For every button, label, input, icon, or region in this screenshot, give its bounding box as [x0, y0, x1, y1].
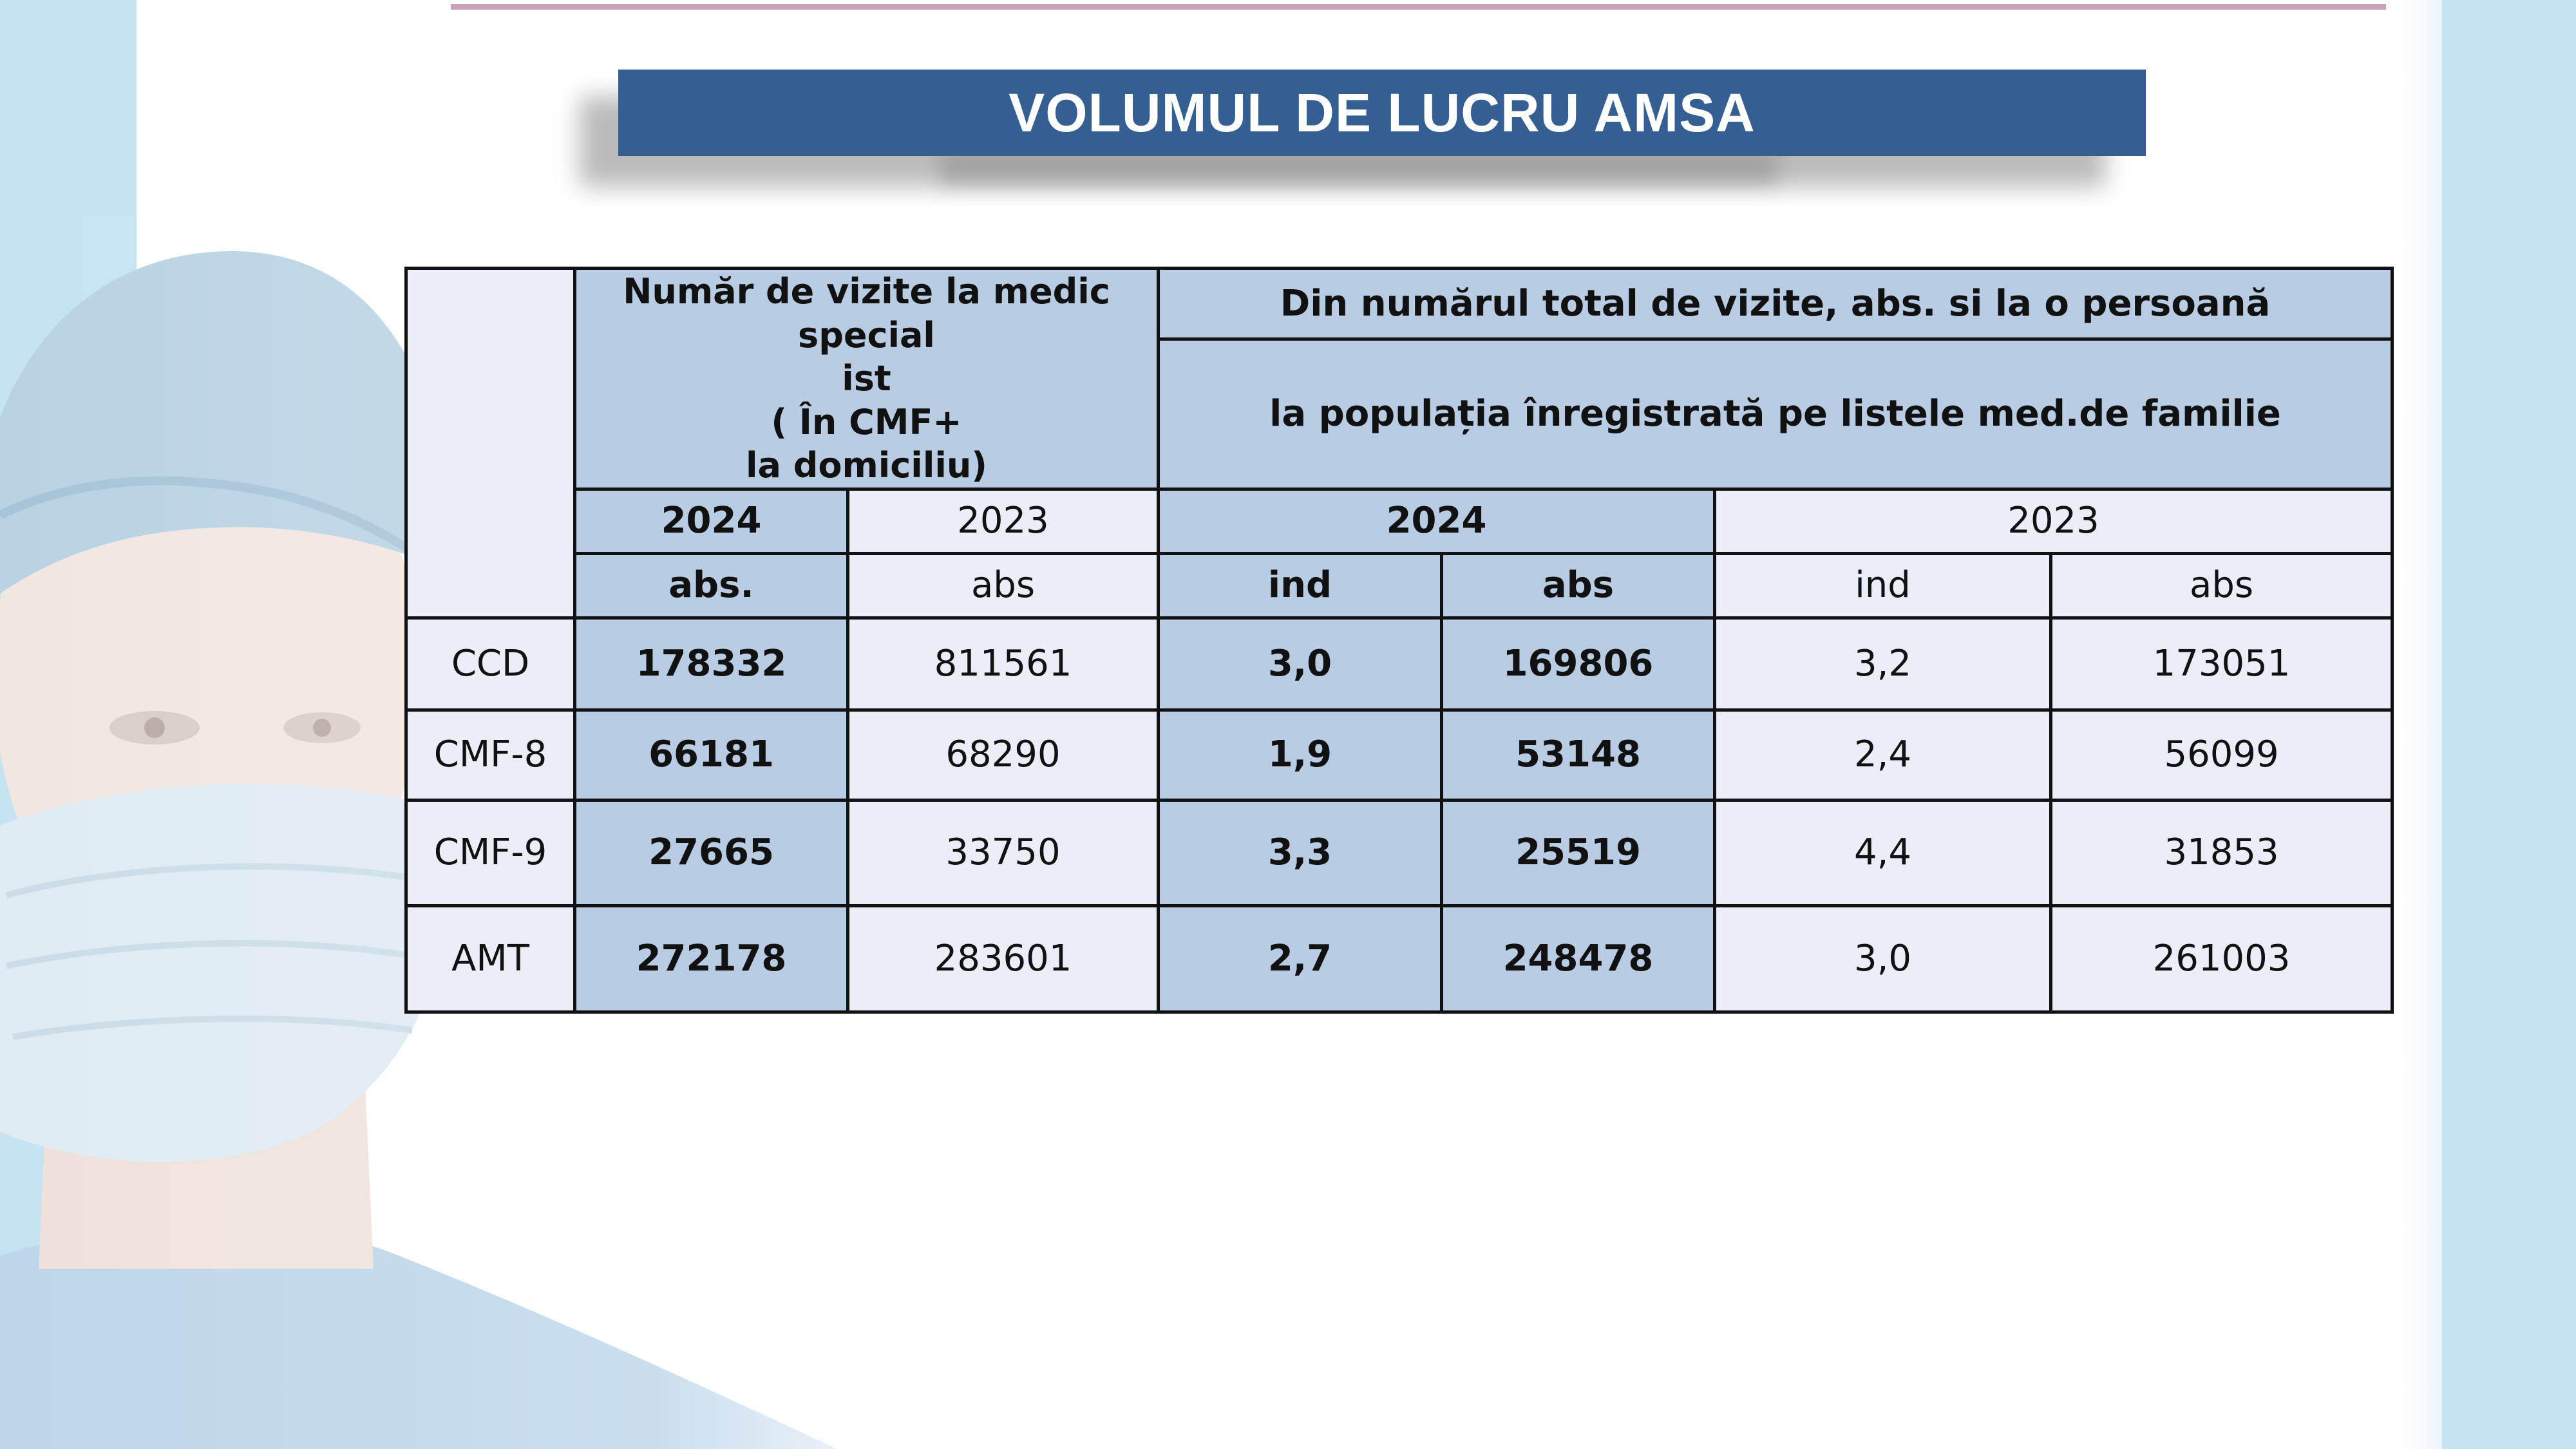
table-cell: 248478: [1440, 904, 1716, 1014]
table-cell: 66181: [573, 708, 849, 802]
unit-header: abs: [846, 551, 1160, 620]
table-cell: 173051: [2049, 616, 2394, 712]
row-label: CMF-8: [404, 708, 576, 802]
table-cell: 3,0: [1157, 616, 1443, 712]
visits-header: Număr de vizite la medic special ist ( Î…: [573, 267, 1160, 491]
table-cell: 169806: [1440, 616, 1716, 712]
table-cell: 3,2: [1713, 616, 2052, 712]
table-cell: 1,9: [1157, 708, 1443, 802]
header-row-1: Număr de vizite la medic special ist ( Î…: [404, 266, 2394, 620]
table-cell: 261003: [2049, 904, 2394, 1014]
table-row: CCD 178332 811561 3,0 169806 3,2 173051: [404, 616, 2394, 712]
unit-header: abs: [1440, 551, 1716, 620]
year-row: 2024 2023 2024 2023: [406, 487, 2394, 555]
data-table: Număr de vizite la medic special ist ( Î…: [404, 266, 2394, 1014]
unit-header: abs.: [573, 551, 849, 620]
unit-header: abs: [2049, 551, 2394, 620]
row-label: AMT: [404, 904, 576, 1014]
table-cell: 25519: [1440, 798, 1716, 907]
empty-corner-cell: [404, 267, 576, 620]
unit-header: ind: [1713, 551, 2052, 620]
table-cell: 283601: [846, 904, 1160, 1014]
year-header: 2023: [1712, 487, 2394, 555]
table-cell: 33750: [846, 798, 1160, 907]
table-cell: 27665: [573, 798, 849, 907]
group-header: Din numărul total de vizite, abs. si la …: [1156, 266, 2394, 341]
table-cell: 3,3: [1157, 798, 1443, 907]
slide-edge: [2402, 0, 2442, 1449]
year-header: 2024: [573, 487, 849, 555]
table-cell: 56099: [2049, 708, 2394, 802]
year-header: 2023: [846, 487, 1160, 555]
table-cell: 31853: [2049, 798, 2394, 907]
unit-row: abs. abs ind abs ind abs: [406, 551, 2394, 620]
row-label: CCD: [404, 616, 576, 712]
table-cell: 68290: [846, 708, 1160, 802]
table-cell: 2,4: [1713, 708, 2052, 802]
table-cell: 2,7: [1157, 904, 1443, 1014]
table-cell: 3,0: [1713, 904, 2052, 1014]
row-label: CMF-9: [404, 798, 576, 907]
table-cell: 272178: [573, 904, 849, 1014]
header-row-2: la populația înregistrată pe listele med…: [406, 337, 2394, 491]
table-cell: 811561: [846, 616, 1160, 712]
group-subheader: la populația înregistrată pe listele med…: [1156, 337, 2394, 491]
unit-header: ind: [1157, 551, 1443, 620]
table-cell: 178332: [573, 616, 849, 712]
year-header: 2024: [1157, 487, 1716, 555]
top-divider: [451, 4, 2386, 10]
table-row: AMT 272178 283601 2,7 248478 3,0 261003: [404, 904, 2394, 1014]
table-row: CMF-9 27665 33750 3,3 25519 4,4 31853: [404, 798, 2394, 907]
table-row: CMF-8 66181 68290 1,9 53148 2,4 56099: [404, 708, 2394, 802]
title-bar: VOLUMUL DE LUCRU AMSA: [618, 70, 2146, 156]
table-cell: 4,4: [1713, 798, 2052, 907]
page-title: VOLUMUL DE LUCRU AMSA: [1009, 82, 1756, 143]
table-cell: 53148: [1440, 708, 1716, 802]
